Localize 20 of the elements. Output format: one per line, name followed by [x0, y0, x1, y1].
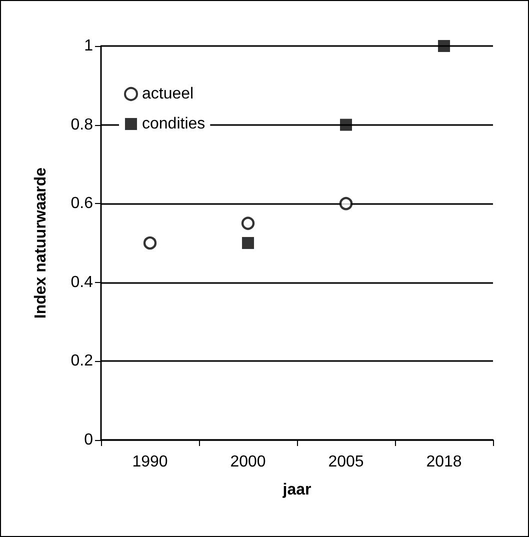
point [143, 236, 157, 250]
point [339, 197, 353, 210]
legend-label: actueel [142, 86, 194, 102]
x-tick-label: 2018 [426, 454, 462, 470]
y-tick-label: 0 [84, 432, 94, 448]
legend-label: condities [142, 116, 206, 132]
y-tick-label: 0.2 [70, 352, 94, 370]
y-tick-label: 1 [84, 38, 94, 54]
point [242, 237, 254, 249]
x-tick-label: 2005 [328, 454, 364, 470]
point [340, 118, 352, 131]
y-axis-title: Index natuurwaarde [32, 167, 50, 319]
point [438, 40, 450, 52]
y-tick-label: 0.8 [70, 116, 94, 134]
point [241, 216, 255, 230]
x-axis-title: jaar [282, 482, 312, 498]
x-tick-label: 1990 [132, 454, 168, 470]
x-tick-label: 2000 [230, 454, 266, 470]
y-tick-label: 0.6 [70, 195, 94, 212]
y-tick-label: 0.4 [70, 274, 94, 291]
